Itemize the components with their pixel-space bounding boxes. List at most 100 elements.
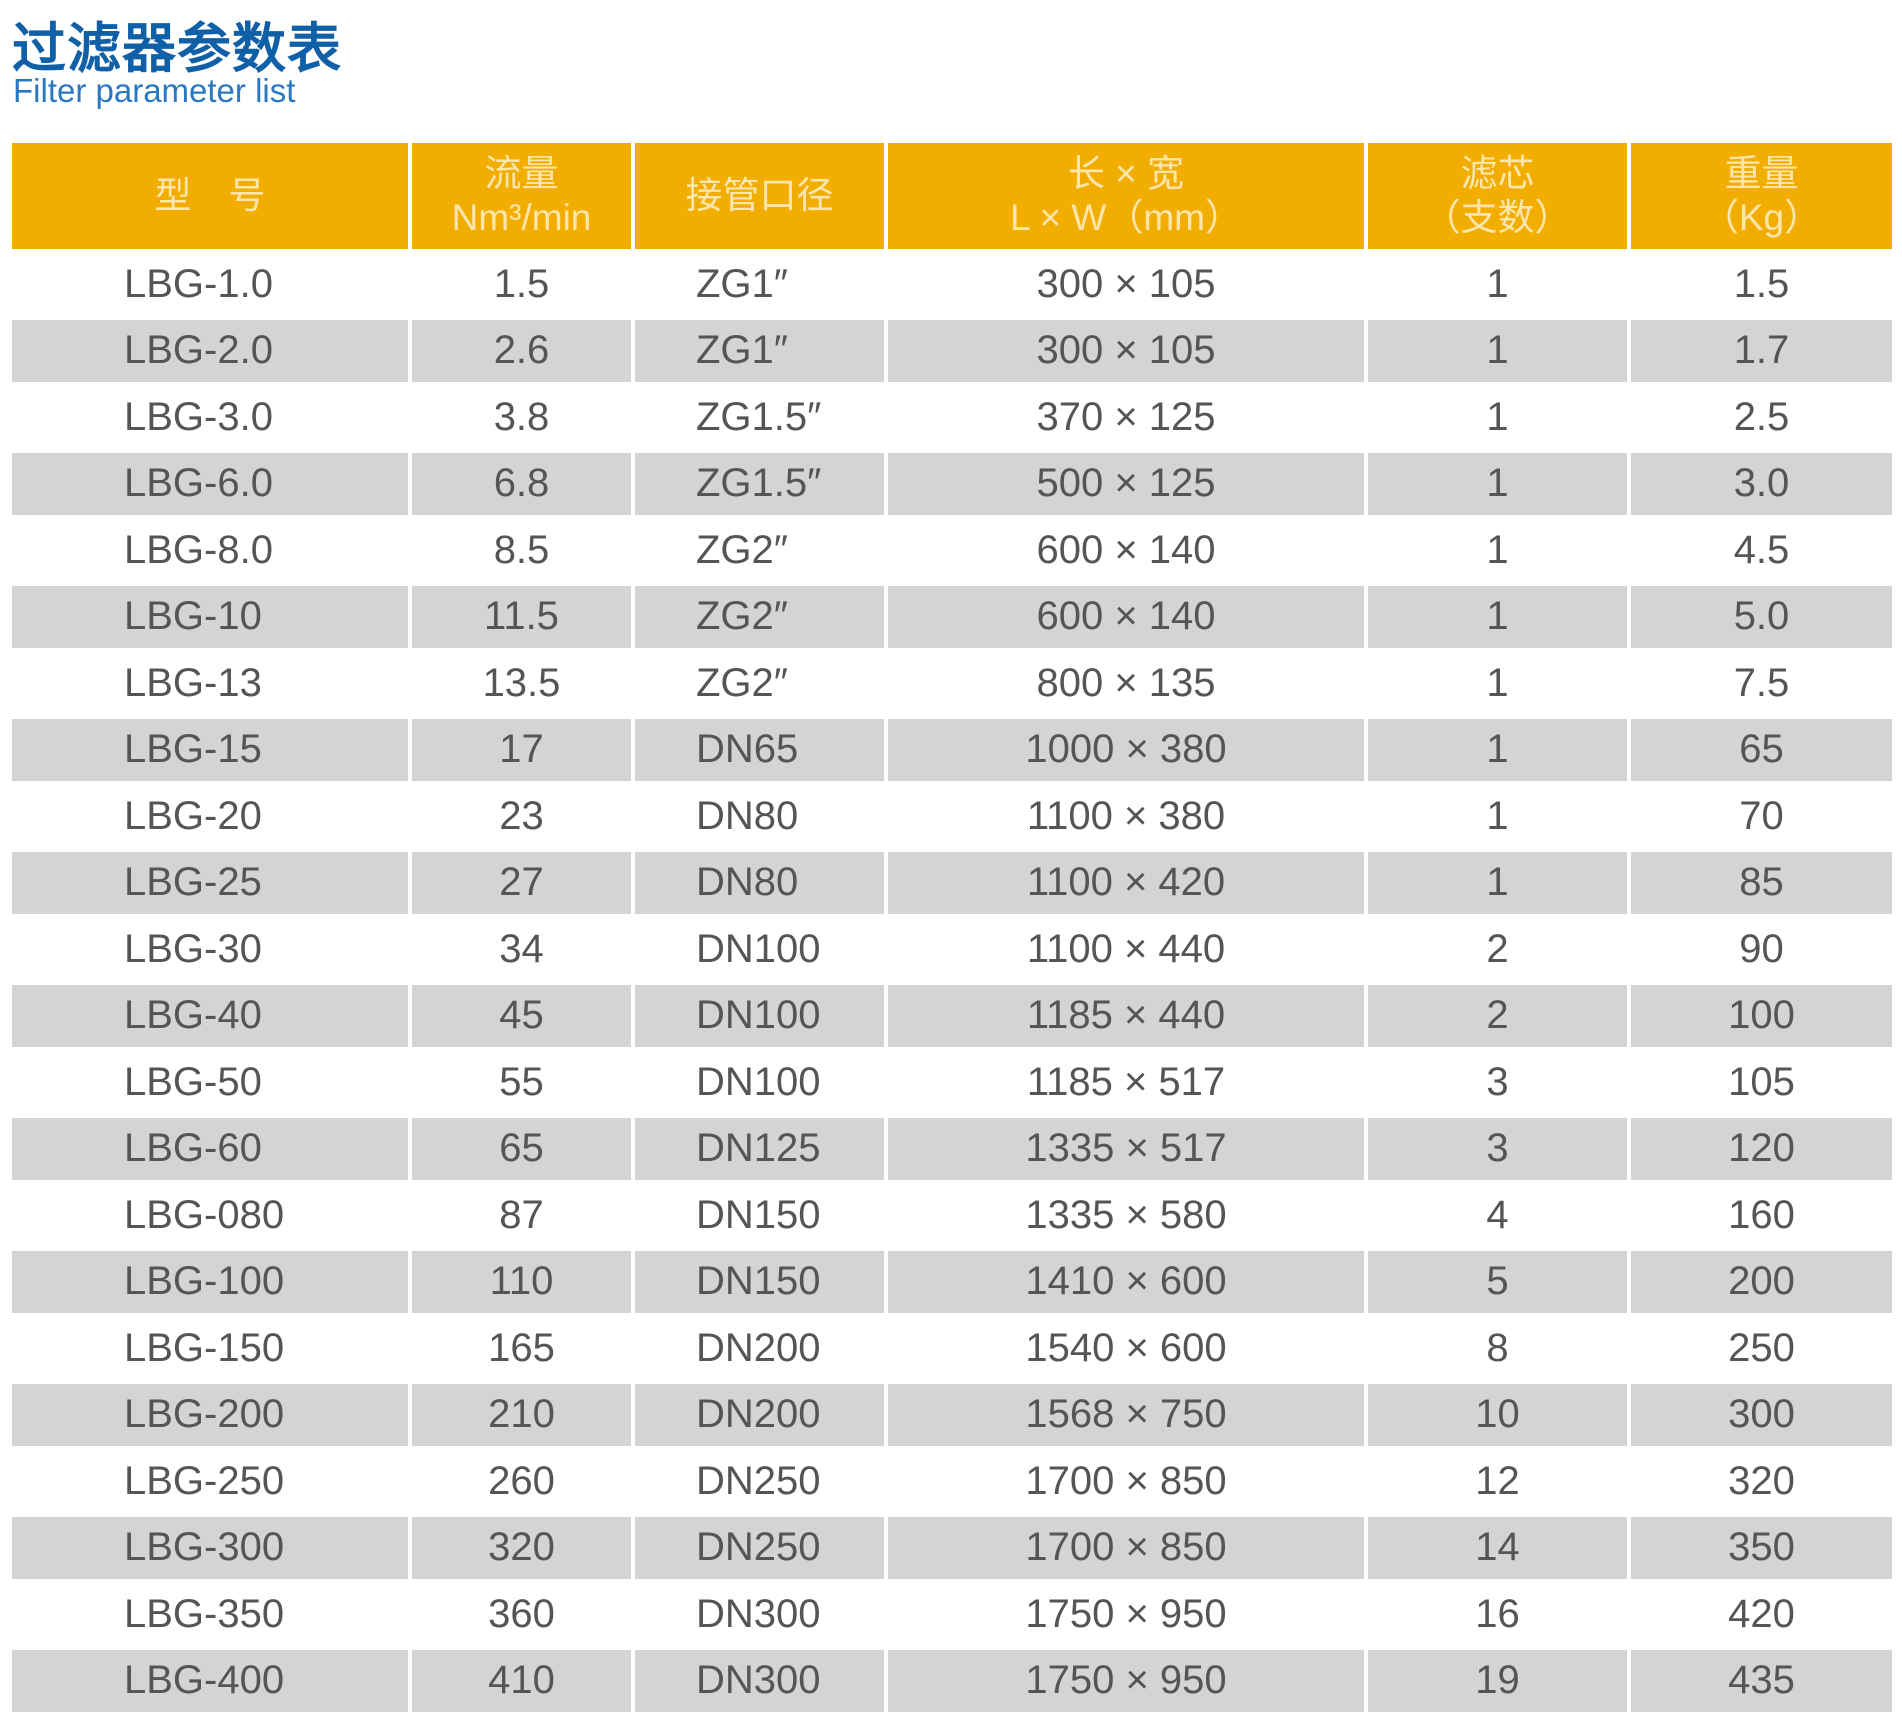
cell-model: LBG-2.0 [12, 319, 408, 382]
cell-pipe-diameter: DN80 [635, 851, 884, 914]
table-row: LBG-13 13.5 ZG2″ 800 × 135 1 7.5 [12, 652, 1890, 715]
cell-weight: 90 [1739, 926, 1784, 971]
cell-weight: 160 [1728, 1192, 1795, 1237]
cell-model: LBG-350 [124, 1591, 285, 1636]
cell-weight: 1.7 [1631, 319, 1892, 382]
cell-filter-elements: 1 [1486, 527, 1509, 572]
cell-pipe-diameter: DN125 [635, 1117, 884, 1180]
cell-model: LBG-30 [124, 926, 262, 971]
header-line2: （支数） [1423, 197, 1572, 238]
cell-pipe-diameter: DN250 [696, 1458, 821, 1503]
cell-filter-elements: 10 [1368, 1383, 1627, 1446]
cell-filter-elements: 1 [1368, 851, 1627, 914]
cell-model: LBG-1.0 [124, 261, 273, 306]
cell-pipe-diameter: ZG1″ [635, 319, 884, 382]
cell-flow: 210 [412, 1383, 631, 1446]
cell-dimensions: 1750 × 950 [1025, 1591, 1227, 1636]
header-line1: 滤芯 [1460, 153, 1535, 194]
cell-filter-elements: 1 [1368, 452, 1627, 515]
cell-model: LBG-20 [124, 793, 262, 838]
cell-filter-elements: 2 [1486, 926, 1509, 971]
cell-filter-elements: 8 [1486, 1325, 1509, 1370]
column-header-filter-elements: 滤芯 （支数） [1368, 143, 1627, 249]
cell-dimensions: 1410 × 600 [888, 1250, 1364, 1313]
cell-filter-elements: 14 [1368, 1516, 1627, 1579]
cell-flow: 320 [412, 1516, 631, 1579]
cell-model: LBG-40 [12, 984, 408, 1047]
cell-model: LBG-200 [12, 1383, 408, 1446]
table-row: LBG-2.0 2.6 ZG1″ 300 × 105 1 1.7 [12, 319, 1892, 382]
cell-filter-elements: 3 [1368, 1117, 1627, 1180]
cell-pipe-diameter: DN80 [696, 793, 799, 838]
cell-dimensions: 1335 × 517 [888, 1117, 1364, 1180]
table-row: LBG-6.0 6.8 ZG1.5″ 500 × 125 1 3.0 [12, 452, 1892, 515]
cell-weight: 65 [1631, 718, 1892, 781]
cell-model: LBG-100 [12, 1250, 408, 1313]
cell-pipe-diameter: DN100 [635, 984, 884, 1047]
header-line1: 长 × 宽 [1067, 153, 1185, 194]
table-row: LBG-25 27 DN80 1100 × 420 1 85 [12, 851, 1892, 914]
cell-model: LBG-300 [12, 1516, 408, 1579]
cell-dimensions: 300 × 105 [1036, 261, 1216, 306]
table-row: LBG-150 165 DN200 1540 × 600 8 250 [12, 1317, 1890, 1380]
cell-filter-elements: 4 [1486, 1192, 1509, 1237]
cell-flow: 11.5 [412, 585, 631, 648]
cell-weight: 120 [1631, 1117, 1892, 1180]
cell-flow: 1.5 [493, 261, 550, 306]
cell-weight: 200 [1631, 1250, 1892, 1313]
cell-filter-elements: 1 [1486, 394, 1509, 439]
cell-weight: 105 [1728, 1059, 1795, 1104]
cell-pipe-diameter: DN200 [696, 1325, 821, 1370]
cell-weight: 85 [1631, 851, 1892, 914]
cell-flow: 13.5 [482, 660, 561, 705]
cell-flow: 3.8 [493, 394, 550, 439]
column-header-weight: 重量 （Kg） [1631, 143, 1892, 249]
cell-model: LBG-250 [124, 1458, 285, 1503]
header-line1: 型 号 [154, 175, 266, 216]
cell-weight: 1.5 [1733, 261, 1790, 306]
cell-filter-elements: 1 [1368, 319, 1627, 382]
table-row: LBG-8.0 8.5 ZG2″ 600 × 140 1 4.5 [12, 519, 1890, 582]
cell-flow: 2.6 [412, 319, 631, 382]
page-title: 过滤器参数表 [12, 17, 342, 80]
cell-flow: 8.5 [493, 527, 550, 572]
table-row: LBG-30 34 DN100 1100 × 440 2 90 [12, 918, 1890, 981]
header-line1: 流量 [484, 153, 559, 194]
cell-flow: 23 [499, 793, 544, 838]
cell-pipe-diameter: ZG2″ [696, 527, 788, 572]
cell-filter-elements: 3 [1486, 1059, 1509, 1104]
cell-pipe-diameter: DN300 [696, 1591, 821, 1636]
cell-filter-elements: 1 [1486, 793, 1509, 838]
table-row: LBG-40 45 DN100 1185 × 440 2 100 [12, 984, 1892, 1047]
cell-pipe-diameter: DN65 [635, 718, 884, 781]
column-header-model: 型 号 [12, 143, 408, 249]
table-row: LBG-10 11.5 ZG2″ 600 × 140 1 5.0 [12, 585, 1892, 648]
cell-dimensions: 300 × 105 [888, 319, 1364, 382]
table-row: LBG-60 65 DN125 1335 × 517 3 120 [12, 1117, 1892, 1180]
cell-pipe-diameter: ZG2″ [696, 660, 788, 705]
cell-pipe-diameter: DN150 [696, 1192, 821, 1237]
cell-dimensions: 1185 × 517 [1026, 1059, 1226, 1104]
cell-filter-elements: 19 [1368, 1649, 1627, 1712]
cell-filter-elements: 1 [1486, 261, 1509, 306]
cell-pipe-diameter: DN300 [635, 1649, 884, 1712]
cell-weight: 7.5 [1733, 660, 1790, 705]
cell-pipe-diameter: DN150 [635, 1250, 884, 1313]
cell-flow: 87 [499, 1192, 544, 1237]
cell-dimensions: 1700 × 850 [888, 1516, 1364, 1579]
cell-dimensions: 1100 × 420 [888, 851, 1364, 914]
header-line1: 重量 [1724, 153, 1799, 194]
cell-weight: 350 [1631, 1516, 1892, 1579]
table-row: LBG-100 110 DN150 1410 × 600 5 200 [12, 1250, 1892, 1313]
cell-model: LBG-8.0 [124, 527, 273, 572]
table-row: LBG-080 87 DN150 1335 × 580 4 160 [12, 1184, 1890, 1247]
cell-flow: 17 [412, 718, 631, 781]
cell-pipe-diameter: ZG1.5″ [696, 394, 822, 439]
cell-weight: 250 [1728, 1325, 1795, 1370]
cell-dimensions: 1568 × 750 [888, 1383, 1364, 1446]
cell-pipe-diameter: ZG1.5″ [635, 452, 884, 515]
cell-weight: 320 [1728, 1458, 1795, 1503]
table-row: LBG-3.0 3.8 ZG1.5″ 370 × 125 1 2.5 [12, 386, 1890, 449]
cell-filter-elements: 1 [1368, 718, 1627, 781]
